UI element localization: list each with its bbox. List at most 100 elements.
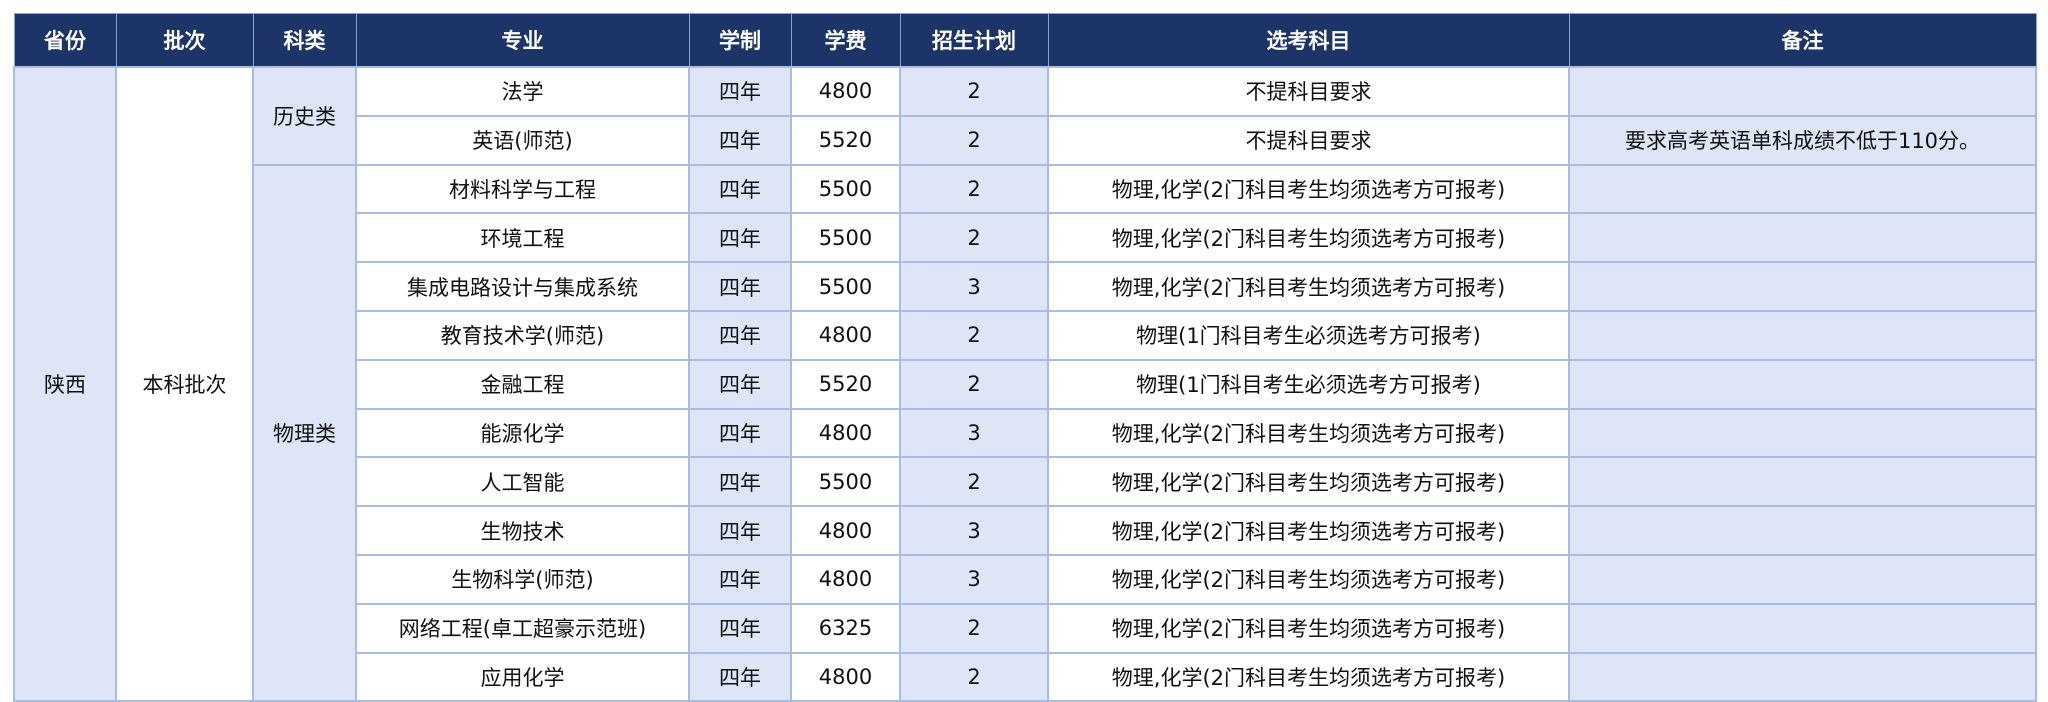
subjects-cell: 物理,化学(2门科目考生均须选考方可报考) [1047, 553, 1570, 605]
subjects-cell: 物理,化学(2门科目考生均须选考方可报考) [1047, 505, 1570, 556]
duration-cell: 四年 [688, 553, 792, 605]
column-header: 省份 [13, 13, 117, 68]
duration-cell: 四年 [688, 505, 792, 556]
fee-cell: 5500 [790, 456, 901, 508]
plan-cell: 2 [899, 66, 1049, 117]
fee-cell: 4800 [790, 553, 901, 605]
column-header: 专业 [355, 13, 690, 68]
column-header: 批次 [115, 13, 254, 68]
duration-cell: 四年 [688, 358, 792, 410]
duration-cell: 四年 [688, 114, 792, 166]
column-header: 选考科目 [1047, 13, 1570, 68]
subjects-cell: 物理,化学(2门科目考生均须选考方可报考) [1047, 456, 1570, 508]
note-cell [1568, 309, 2037, 361]
subjects-cell: 物理,化学(2门科目考生均须选考方可报考) [1047, 651, 1570, 702]
table-row: 物理类 材料科学与工程 四年 5500 2 物理,化学(2门科目考生均须选考方可报考) [14, 163, 2037, 702]
subjects-cell: 物理,化学(2门科目考生均须选考方可报考) [1047, 163, 1570, 215]
table-row: 生物技术 四年 4800 3 物理,化学(2门科目考生均须选考方可报考) [14, 505, 2037, 556]
major-cell: 法学 [355, 66, 690, 117]
major-cell: 英语(师范) [355, 114, 690, 166]
table-body: 陕西 本科批次 历史类 法学 四年 4800 2 不提科目要求 英语(师范) 四年 5520 2 不提科… [13, 65, 2037, 702]
major-cell: 应用化学 [355, 651, 690, 702]
note-cell [1568, 66, 2037, 117]
subjects-cell: 物理,化学(2门科目考生均须选考方可报考) [1047, 602, 1570, 654]
major-cell: 网络工程(卓工超豪示范班) [355, 602, 690, 654]
plan-cell: 3 [899, 553, 1049, 605]
fee-cell: 4800 [790, 407, 901, 459]
subjects-cell: 物理(1门科目考生必须选考方可报考) [1047, 358, 1570, 410]
note-cell [1568, 505, 2037, 556]
admission-plan-table: 省份 批次 科类 专业 学制 学费 招生计划 选考科目 备注 陕西 本科批次 历史类 法学 四年 4800… [13, 13, 2037, 702]
plan-cell: 2 [899, 456, 1049, 508]
major-cell: 能源化学 [355, 407, 690, 459]
major-cell: 人工智能 [355, 456, 690, 508]
note-cell [1568, 212, 2037, 264]
subjects-cell: 物理,化学(2门科目考生均须选考方可报考) [1047, 261, 1570, 312]
subjects-cell: 物理,化学(2门科目考生均须选考方可报考) [1047, 212, 1570, 264]
plan-cell: 2 [899, 602, 1049, 654]
table-row: 网络工程(卓工超豪示范班) 四年 6325 2 物理,化学(2门科目考生均须选考方可报考… [14, 602, 2037, 654]
plan-cell: 2 [899, 651, 1049, 702]
note-cell [1568, 163, 2037, 215]
plan-cell: 2 [899, 114, 1049, 166]
note-cell [1568, 261, 2037, 312]
table-row: 教育技术学(师范) 四年 4800 2 物理(1门科目考生必须选考方可报考) [14, 309, 2037, 361]
note-cell [1568, 553, 2037, 605]
duration-cell: 四年 [688, 309, 792, 361]
subjects-cell: 不提科目要求 [1047, 114, 1570, 166]
duration-cell: 四年 [688, 163, 792, 215]
duration-cell: 四年 [688, 456, 792, 508]
fee-cell: 4800 [790, 66, 901, 117]
table-row: 环境工程 四年 5500 2 物理,化学(2门科目考生均须选考方可报考) [14, 212, 2037, 264]
plan-cell: 2 [899, 309, 1049, 361]
subjects-cell: 物理(1门科目考生必须选考方可报考) [1047, 309, 1570, 361]
major-cell: 环境工程 [355, 212, 690, 264]
note-cell [1568, 456, 2037, 508]
column-header: 学制 [688, 13, 792, 68]
major-cell: 集成电路设计与集成系统 [355, 261, 690, 312]
fee-cell: 4800 [790, 651, 901, 702]
table-row: 陕西 本科批次 历史类 法学 四年 4800 2 不提科目要求 [13, 65, 2037, 702]
major-cell: 材料科学与工程 [355, 163, 690, 215]
fee-cell: 5520 [790, 358, 901, 410]
major-cell: 生物科学(师范) [355, 553, 690, 605]
duration-cell: 四年 [688, 261, 792, 312]
column-header: 科类 [252, 13, 357, 68]
major-cell: 教育技术学(师范) [355, 309, 690, 361]
duration-cell: 四年 [688, 651, 792, 702]
column-header: 学费 [790, 13, 901, 68]
table-row: 应用化学 四年 4800 2 物理,化学(2门科目考生均须选考方可报考) [14, 651, 2037, 702]
subjects-cell: 不提科目要求 [1047, 66, 1570, 117]
note-cell: 要求高考英语单科成绩不低于110分。 [1568, 114, 2037, 166]
note-cell [1568, 407, 2037, 459]
major-cell: 金融工程 [355, 358, 690, 410]
subjects-cell: 物理,化学(2门科目考生均须选考方可报考) [1047, 407, 1570, 459]
note-cell [1568, 651, 2037, 702]
fee-cell: 5500 [790, 163, 901, 215]
duration-cell: 四年 [688, 212, 792, 264]
column-header: 备注 [1568, 13, 2037, 68]
table-row: 英语(师范) 四年 5520 2 不提科目要求 要求高考英语单科成绩不低于110分。 [14, 114, 2037, 166]
column-header: 招生计划 [899, 13, 1049, 68]
major-cell: 生物技术 [355, 505, 690, 556]
fee-cell: 4800 [790, 309, 901, 361]
fee-cell: 6325 [790, 602, 901, 654]
duration-cell: 四年 [688, 66, 792, 117]
plan-cell: 3 [899, 505, 1049, 556]
duration-cell: 四年 [688, 407, 792, 459]
fee-cell: 4800 [790, 505, 901, 556]
plan-cell: 2 [899, 358, 1049, 410]
category-cell: 历史类 [252, 66, 357, 166]
table-row: 人工智能 四年 5500 2 物理,化学(2门科目考生均须选考方可报考) [14, 456, 2037, 508]
plan-cell: 2 [899, 212, 1049, 264]
plan-cell: 3 [899, 261, 1049, 312]
header-row: 省份 批次 科类 专业 学制 学费 招生计划 选考科目 备注 [13, 13, 2037, 68]
note-cell [1568, 358, 2037, 410]
duration-cell: 四年 [688, 602, 792, 654]
table-row: 集成电路设计与集成系统 四年 5500 3 物理,化学(2门科目考生均须选考方可报考) [14, 261, 2037, 312]
table-row: 金融工程 四年 5520 2 物理(1门科目考生必须选考方可报考) [14, 358, 2037, 410]
table-row: 能源化学 四年 4800 3 物理,化学(2门科目考生均须选考方可报考) [14, 407, 2037, 459]
plan-cell: 3 [899, 407, 1049, 459]
note-cell [1568, 602, 2037, 654]
fee-cell: 5500 [790, 261, 901, 312]
